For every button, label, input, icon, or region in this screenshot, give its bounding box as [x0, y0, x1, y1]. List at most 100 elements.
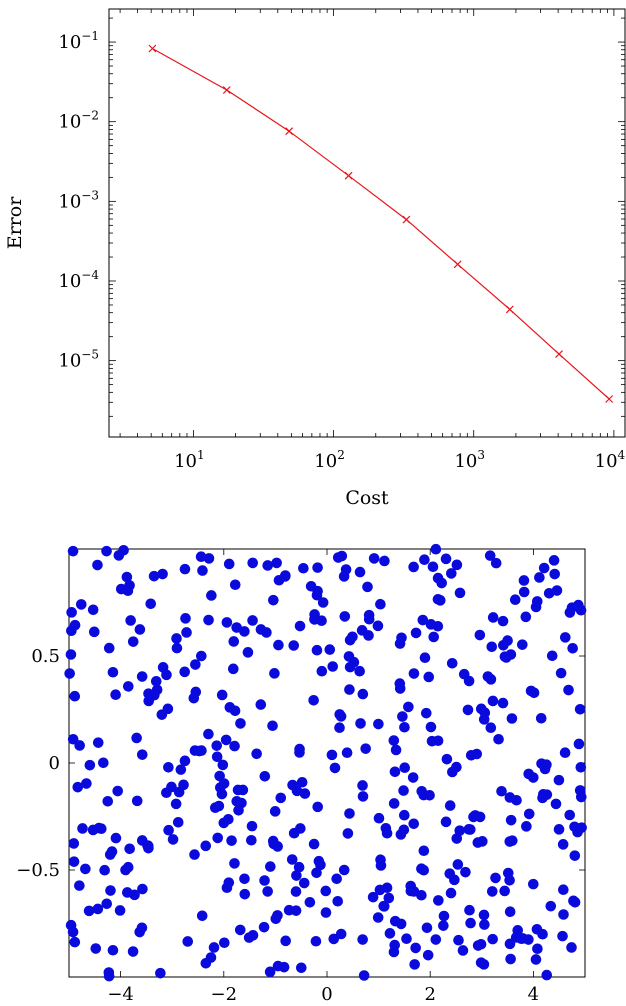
scatter-point: [518, 575, 530, 586]
scatter-point: [310, 935, 322, 947]
scatter-point: [493, 733, 504, 745]
x-tick-label: −4: [107, 984, 134, 1005]
scatter-point: [311, 867, 322, 879]
scatter-point: [288, 640, 300, 651]
scatter-point: [66, 625, 77, 637]
scatter-point: [432, 735, 444, 747]
scatter-point: [172, 816, 184, 828]
scatter-point: [196, 910, 208, 922]
scatter-point: [523, 808, 535, 820]
scatter-point: [482, 671, 494, 682]
scatter-point: [75, 599, 87, 610]
scatter-point: [275, 792, 287, 804]
scatter-point: [312, 801, 324, 813]
scatter-point: [487, 933, 498, 945]
scatter-point: [512, 925, 524, 936]
scatter-point: [171, 633, 182, 644]
scatter-point: [509, 594, 521, 606]
scatter-point: [398, 824, 410, 836]
scatter-point: [67, 926, 79, 938]
data-point-marker: [605, 395, 614, 403]
scatter-point: [259, 770, 271, 782]
scatter-point: [102, 796, 114, 807]
scatter-point: [479, 919, 490, 930]
scatter-point: [559, 632, 571, 643]
scatter-point: [143, 695, 155, 707]
scatter-point: [521, 821, 532, 832]
scatter-point: [121, 571, 133, 583]
x-tick-labels: 101 102 103 104: [174, 448, 625, 472]
scatter-point: [286, 854, 298, 865]
scatter-point: [151, 684, 163, 696]
scatter-point: [329, 762, 341, 774]
x-tick-label: 103: [454, 448, 485, 472]
y-tick-label: 0: [49, 753, 60, 774]
scatter-point: [438, 910, 450, 922]
scatter-point: [290, 905, 302, 916]
scatter-point: [373, 718, 384, 730]
scatter-point: [320, 885, 332, 897]
scatter-point: [534, 572, 545, 583]
scatter-point: [264, 966, 276, 978]
scatter-point: [188, 692, 200, 704]
scatter-point: [243, 932, 255, 943]
scatter-point: [530, 954, 542, 965]
scatter-point: [432, 593, 444, 605]
scatter-point: [505, 814, 517, 826]
scatter-point: [203, 614, 214, 626]
scatter-point: [399, 762, 411, 774]
scatter-point: [567, 643, 578, 654]
scatter-point: [163, 761, 174, 773]
scatter-point: [81, 778, 92, 789]
scatter-point: [218, 778, 230, 789]
scatter-point: [167, 834, 179, 845]
scatter-point: [375, 860, 387, 871]
scatter-point: [66, 607, 77, 618]
scatter-point: [515, 933, 527, 944]
scatter-point: [113, 550, 125, 561]
scatter-point: [368, 553, 380, 564]
scatter-point: [287, 779, 298, 791]
scatter-point: [398, 785, 409, 796]
scatter-point: [520, 611, 532, 623]
scatter-point: [566, 942, 577, 953]
scatter-point: [69, 690, 81, 702]
scatter-point: [339, 611, 351, 622]
scatter-point: [229, 858, 240, 869]
data-point-marker: [344, 171, 353, 180]
scatter-point: [374, 884, 386, 896]
scatter-point: [189, 849, 200, 860]
scatter-point: [92, 559, 103, 571]
scatter-point: [504, 906, 516, 918]
scatter-point: [418, 845, 430, 857]
scatter-point: [505, 953, 516, 965]
scatter-point: [464, 904, 475, 916]
scatter-point: [452, 859, 464, 870]
x-axis-label: Cost: [345, 487, 389, 509]
x-tick-label: 101: [174, 448, 205, 472]
scatter-point: [320, 907, 332, 918]
scatter-point: [453, 934, 464, 946]
scatter-point: [246, 834, 257, 846]
scatter-chart: −4 −2 0 2 4 0.5 0 −0.5: [16, 543, 587, 1005]
data-point-marker: [148, 44, 157, 53]
scatter-point: [212, 832, 224, 844]
scatter-point: [83, 905, 95, 917]
scatter-point: [331, 873, 343, 885]
scatter-point: [87, 604, 99, 616]
scatter-point: [347, 631, 358, 643]
scatter-point: [471, 748, 483, 760]
scatter-point: [131, 732, 142, 744]
scatter-point: [239, 888, 251, 900]
scatter-point: [68, 838, 80, 849]
scatter-point: [203, 553, 215, 564]
scatter-point: [440, 553, 452, 565]
scatter-point: [221, 617, 233, 628]
scatter-point: [239, 873, 250, 885]
scatter-point: [394, 638, 406, 649]
scatter-point: [101, 898, 113, 910]
scatter-point: [270, 913, 282, 925]
scatter-point: [367, 891, 379, 903]
y-tick-label: 0.5: [31, 646, 60, 667]
scatter-point: [110, 832, 122, 844]
